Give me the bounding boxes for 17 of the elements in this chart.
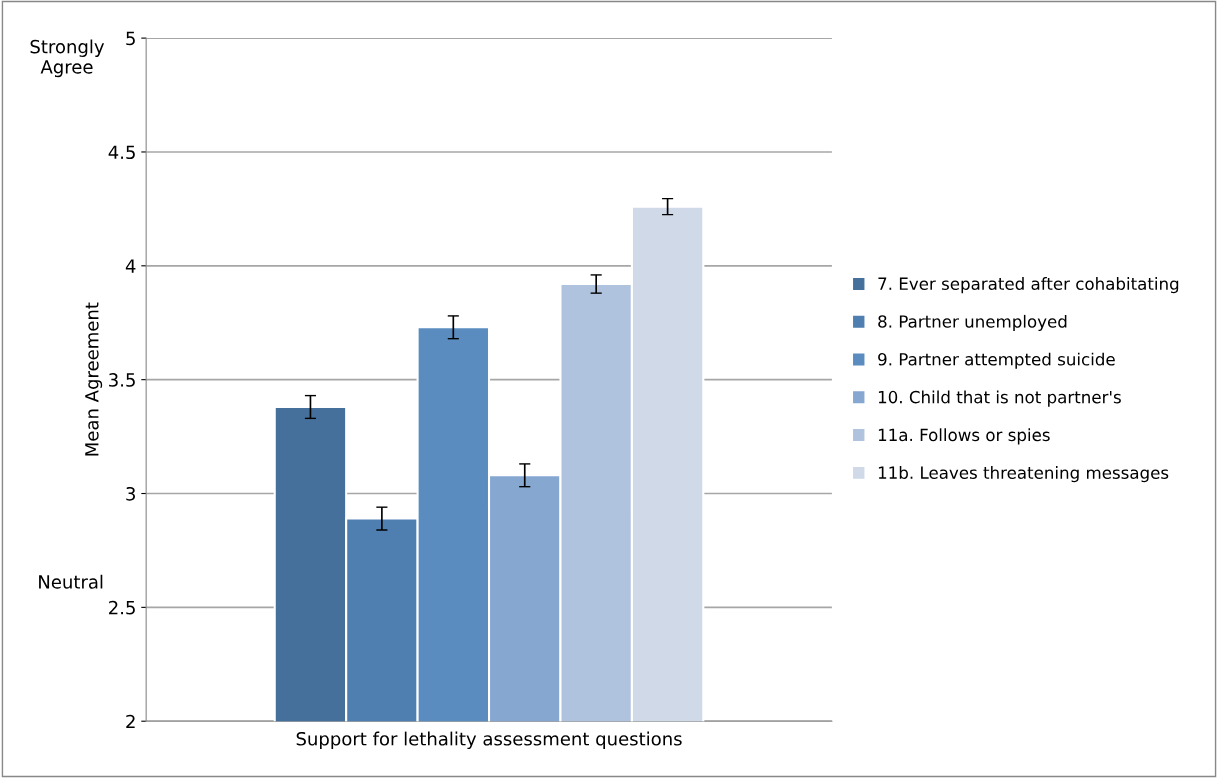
legend-label: 7. Ever separated after cohabitating	[878, 277, 1179, 294]
legend-label: 8. Partner unemployed	[878, 314, 1067, 332]
legend-label: 9. Partner attempted suicide	[878, 352, 1115, 369]
legend-label: 11b. Leaves threatening messages	[878, 466, 1169, 483]
y-tick-label: 3.5	[109, 373, 135, 387]
y-tick-label: 2	[126, 714, 135, 729]
y-tick-label: 5	[126, 31, 135, 46]
text: Neutral	[39, 574, 103, 589]
y-tick-label: 3	[126, 486, 135, 501]
legend-label: 11a. Follows or spies	[878, 428, 1050, 445]
text: Strongly Agree	[30, 39, 105, 78]
legend-label: 10. Child that is not partner's	[878, 390, 1121, 407]
y-axis-title: Mean Agreement	[85, 302, 103, 456]
y-tick-label: 4	[125, 259, 136, 273]
x-axis-title: Support for lethality assessment questions	[296, 731, 682, 750]
y-tick-label: 4.5	[108, 145, 135, 160]
y-tick-label: 2.5	[109, 600, 135, 615]
